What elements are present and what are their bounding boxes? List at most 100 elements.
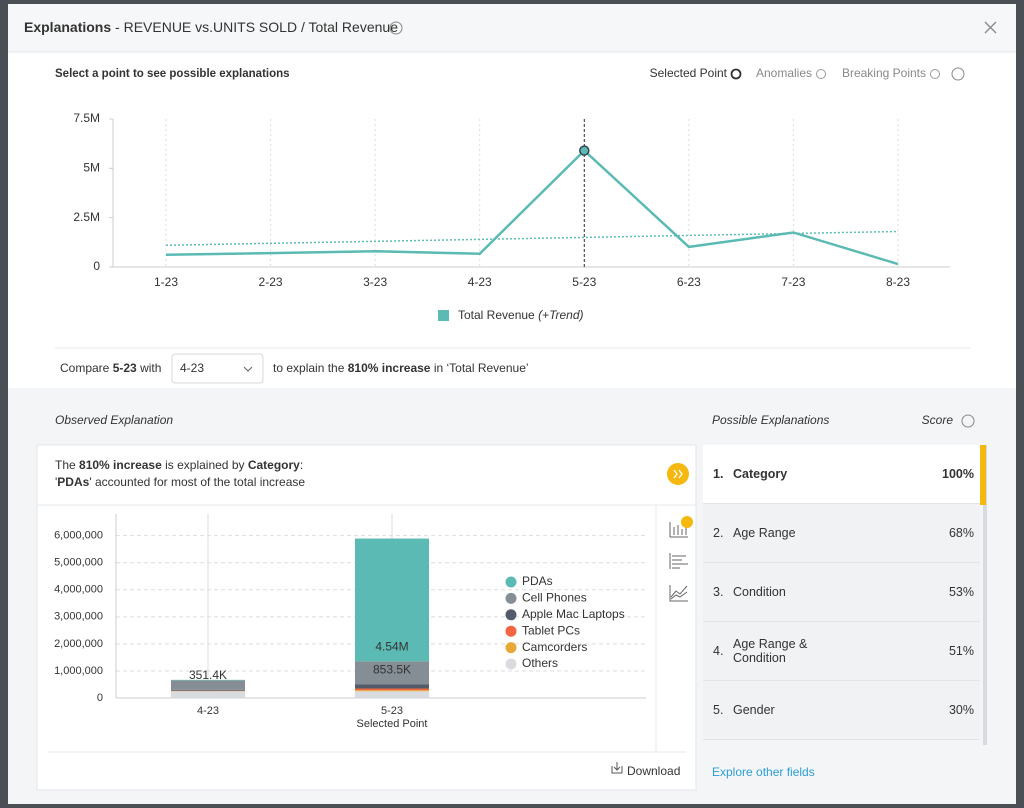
- active-dot: [681, 516, 693, 528]
- mode-label[interactable]: Anomalies: [756, 66, 812, 80]
- text: The: [55, 458, 76, 472]
- info-icon[interactable]: [961, 414, 975, 428]
- legend-swatch: [505, 642, 517, 654]
- baseline-dropdown[interactable]: [171, 353, 264, 384]
- explanation-item[interactable]: 3. Condition 53%: [703, 563, 980, 622]
- explanation-item[interactable]: 5. Gender 30%: [703, 681, 980, 740]
- y-tick-label: 0: [97, 692, 103, 704]
- y-tick-label: 5,000,000: [54, 557, 103, 569]
- mode-radio[interactable]: [730, 68, 742, 80]
- bar-segment[interactable]: [355, 684, 429, 689]
- y-tick-label: 0: [93, 259, 100, 273]
- legend-swatch: [505, 576, 517, 588]
- x-tick-label: 4-23: [197, 705, 219, 717]
- text: ': [55, 475, 57, 489]
- text: :: [300, 458, 303, 472]
- bar-segment[interactable]: [171, 691, 245, 698]
- x-tick-label: 5-23: [381, 705, 403, 717]
- rank: 3.: [713, 585, 724, 599]
- mode-label[interactable]: Selected Point: [650, 66, 728, 80]
- score: 100%: [942, 467, 974, 481]
- rank: 4.: [713, 644, 724, 658]
- y-tick-label: 2,000,000: [54, 638, 103, 650]
- bar-chart-icon[interactable]: [669, 522, 688, 538]
- score-heading: Score: [922, 413, 954, 427]
- download-icon[interactable]: [611, 762, 623, 774]
- info-icon[interactable]: [389, 21, 403, 35]
- compare-tail: in ‘Total Revenue’: [434, 361, 529, 375]
- bar-segment[interactable]: [355, 690, 429, 692]
- header-subtitle: - REVENUE vs.UNITS SOLD / Total Revenue: [115, 19, 398, 35]
- info-icon[interactable]: [951, 67, 965, 81]
- y-tick-label: 4,000,000: [54, 584, 103, 596]
- prompt: Select a point to see possible explanati…: [55, 68, 290, 80]
- compare-label: Compare: [60, 361, 110, 375]
- field: Category: [248, 458, 300, 472]
- compare-explain: to explain the 810% increase in ‘Total R…: [273, 361, 529, 375]
- x-tick-note: Selected Point: [357, 718, 428, 730]
- observed-heading: Observed Explanation: [55, 413, 173, 427]
- bar-segment[interactable]: [355, 691, 429, 698]
- explanation-item[interactable]: 2. Age Range 68%: [703, 504, 980, 563]
- mode-radio[interactable]: [930, 69, 940, 79]
- explanation-line: 'PDAs' accounted for most of the total i…: [55, 475, 305, 489]
- chevron: [243, 366, 253, 372]
- bar-segment[interactable]: [355, 688, 429, 691]
- legend-label: Camcorders: [522, 640, 587, 654]
- legend-label: Others: [522, 656, 558, 670]
- legend-label: PDAs: [522, 574, 553, 588]
- y-tick-label: 7.5M: [73, 111, 100, 125]
- value: PDAs: [57, 475, 89, 489]
- value-label: 853.5K: [373, 663, 411, 677]
- value-label: 4.54M: [375, 640, 408, 654]
- score: 68%: [948, 526, 974, 540]
- field-name: Age Range: [733, 526, 796, 540]
- change: 810% increase: [79, 458, 162, 472]
- field-name: Gender: [733, 703, 775, 717]
- bar-segment[interactable]: [171, 689, 245, 691]
- bar-segment[interactable]: [355, 538, 429, 662]
- explanation-item[interactable]: 4. Age Range & Condition 51%: [703, 622, 980, 681]
- mode-radio[interactable]: [816, 69, 826, 79]
- y-tick-label: 1,000,000: [54, 665, 103, 677]
- score: 51%: [948, 644, 974, 658]
- text: ' accounted for most of the total increa…: [89, 475, 305, 489]
- legend-label: Total Revenue: [458, 308, 535, 322]
- close-button[interactable]: [984, 21, 997, 34]
- header-bg: [8, 4, 1016, 52]
- score: 30%: [948, 703, 974, 717]
- header-title: Explanations: [24, 19, 111, 35]
- scrollbar-thumb[interactable]: [980, 445, 986, 505]
- legend-label: Cell Phones: [522, 591, 587, 605]
- trend-icon[interactable]: [669, 585, 688, 602]
- expand-button[interactable]: [667, 463, 689, 485]
- explanation-item[interactable]: 1. Category 100%: [703, 445, 980, 504]
- y-tick-label: 2.5M: [73, 210, 100, 224]
- legend-label: Tablet PCs: [522, 623, 580, 637]
- scrollbar-track: [983, 445, 987, 745]
- legend-swatch: [438, 310, 449, 321]
- field-name: Age Range & Condition: [733, 637, 808, 665]
- compare-change: 810% increase: [348, 361, 431, 375]
- x-tick-label: 8-23: [886, 275, 910, 289]
- selected-point[interactable]: [579, 145, 590, 156]
- score: 53%: [948, 585, 974, 599]
- bar-segment[interactable]: [355, 661, 429, 685]
- x-tick-label: 5-23: [572, 275, 596, 289]
- expand-icon: [673, 469, 683, 479]
- mode-label[interactable]: Breaking Points: [842, 66, 926, 80]
- explanations-list: 1. Category 100% 2. Age Range 68% 3. Condition 5…: [703, 445, 980, 740]
- bar-segment[interactable]: [171, 679, 245, 681]
- list-icon[interactable]: [669, 553, 688, 569]
- explore-link[interactable]: Explore other fields: [712, 765, 815, 779]
- baseline-value[interactable]: 4-23: [180, 361, 204, 375]
- y-tick-label: 3,000,000: [54, 611, 103, 623]
- x-tick-label: 4-23: [468, 275, 492, 289]
- legend-swatch: [505, 592, 517, 604]
- compare-text: Compare 5-23 with: [60, 361, 161, 375]
- bar-segment[interactable]: [171, 680, 245, 690]
- download[interactable]: Download: [627, 764, 680, 778]
- legend-swatch: [505, 658, 517, 670]
- possible-heading: Possible Explanations: [712, 413, 829, 427]
- compare-lead: to explain the: [273, 361, 345, 375]
